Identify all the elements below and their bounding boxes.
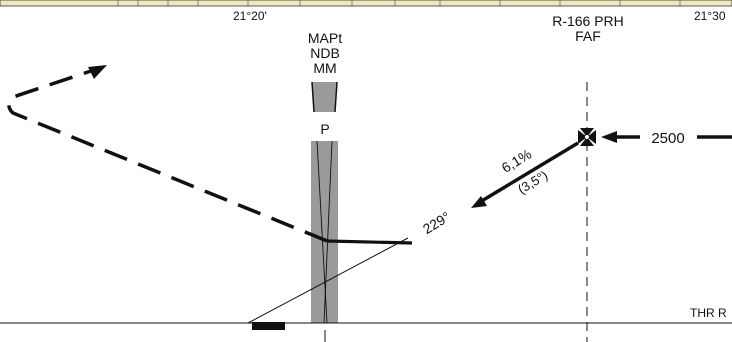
map-strip <box>0 0 732 7</box>
ndb-label: NDB <box>310 45 340 61</box>
altitude-label: 2500 <box>651 130 684 147</box>
missed-approach-arrow-head <box>88 65 107 79</box>
faf-fix-icon <box>578 128 596 146</box>
level-segment-line <box>326 239 413 245</box>
glide-reference-line <box>247 237 409 324</box>
longitude-label-left: 21°20' <box>233 9 267 23</box>
radial-label: R-166 PRH <box>552 13 624 29</box>
missed-approach-track <box>7 68 328 243</box>
inbound-arrow-head <box>601 131 617 143</box>
ndb-beam <box>311 81 338 324</box>
faf-label: FAF <box>575 28 601 44</box>
course-label: 229° <box>420 208 453 237</box>
mm-label: MM <box>313 60 336 76</box>
runway-threshold-bar <box>252 322 285 330</box>
marker-p-label: P <box>320 121 329 137</box>
descent-arrow-head <box>471 196 487 208</box>
descent-path-line <box>479 141 579 204</box>
threshold-label: THR R <box>690 306 727 320</box>
mapt-label: MAPt <box>308 30 342 46</box>
longitude-label-right: 21°30 <box>694 9 726 23</box>
